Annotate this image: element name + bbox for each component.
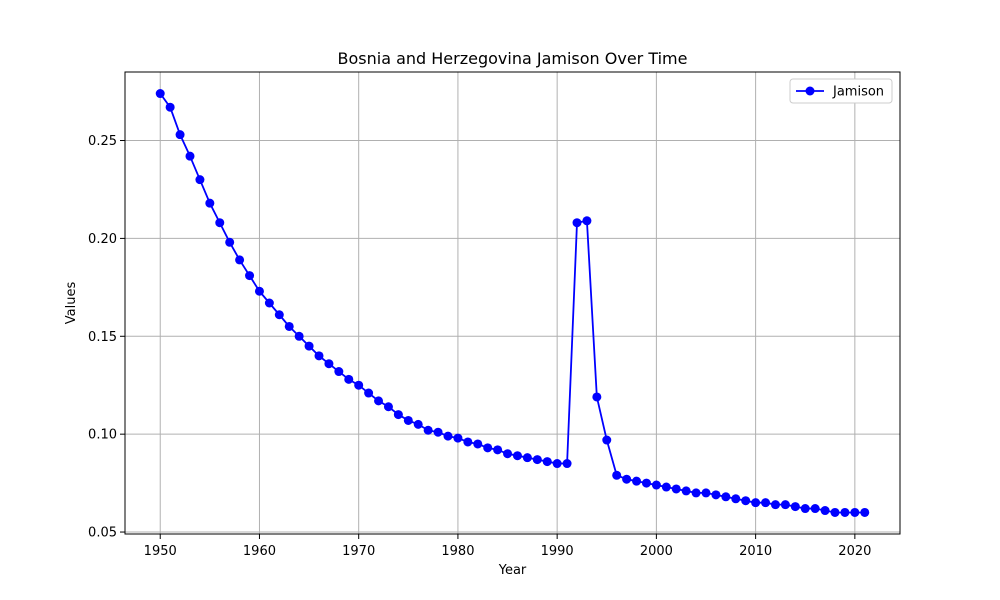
data-point — [790, 502, 800, 512]
data-point — [254, 286, 264, 296]
data-point — [245, 271, 255, 281]
data-point — [195, 175, 205, 185]
data-point — [443, 431, 453, 441]
data-point — [393, 410, 403, 420]
data-point — [582, 216, 592, 226]
data-point — [433, 427, 443, 437]
x-tick-label: 1990 — [541, 544, 574, 559]
x-axis-label: Year — [498, 563, 527, 578]
data-point — [671, 484, 681, 494]
data-point — [483, 443, 493, 453]
data-point — [403, 415, 413, 425]
data-point — [374, 396, 384, 406]
y-tick-label: 0.25 — [88, 134, 117, 149]
x-tick-label: 2000 — [640, 544, 673, 559]
x-tick-label: 1980 — [441, 544, 474, 559]
data-point — [364, 388, 374, 398]
data-point — [751, 498, 761, 508]
data-point — [810, 504, 820, 514]
y-tick-label: 0.20 — [88, 232, 117, 247]
data-point — [592, 392, 602, 402]
legend-marker-swatch — [805, 86, 815, 96]
data-point — [681, 486, 691, 496]
data-point — [721, 492, 731, 502]
y-tick-label: 0.15 — [88, 330, 117, 345]
data-point — [820, 506, 830, 516]
legend-box — [789, 78, 893, 104]
y-tick-label: 0.10 — [88, 428, 117, 443]
x-tick-label: 1970 — [342, 544, 375, 559]
x-tick-label: 1950 — [144, 544, 177, 559]
data-point — [274, 310, 284, 320]
data-point — [235, 255, 245, 265]
data-point — [840, 507, 850, 517]
data-point — [612, 470, 622, 480]
data-point — [423, 425, 433, 435]
x-tick-label: 2020 — [838, 544, 871, 559]
data-point — [701, 488, 711, 498]
data-point — [622, 474, 632, 484]
legend: Jamison — [789, 78, 893, 104]
data-point — [225, 237, 235, 247]
legend-label: Jamison — [832, 85, 884, 100]
data-point — [552, 459, 562, 469]
data-point — [602, 435, 612, 445]
y-tick-label: 0.05 — [88, 526, 117, 541]
data-point — [155, 89, 165, 99]
data-point — [264, 298, 274, 308]
data-point — [453, 433, 463, 443]
data-point — [344, 374, 354, 384]
data-point — [641, 478, 651, 488]
data-point — [532, 455, 542, 465]
tick-layer: 1950 1960 1970 1980 1990 2000 2010 2020 0.05 0.10… — [88, 134, 871, 559]
data-point — [175, 130, 185, 140]
data-point — [572, 218, 582, 228]
data-point — [383, 402, 393, 412]
data-point — [632, 476, 642, 486]
data-point — [463, 437, 473, 447]
data-point — [770, 500, 780, 510]
data-point — [850, 507, 860, 517]
x-tick-label: 2010 — [739, 544, 772, 559]
data-point — [334, 367, 344, 377]
chart-title: Bosnia and Herzegovina Jamison Over Time — [338, 49, 688, 68]
data-point — [354, 380, 364, 390]
grid-layer — [125, 72, 900, 534]
data-point — [512, 451, 522, 461]
data-point — [860, 507, 870, 517]
data-point — [314, 351, 324, 361]
x-tick-label: 1960 — [243, 544, 276, 559]
data-point — [205, 198, 215, 208]
plot-frame — [124, 71, 901, 535]
data-point — [741, 496, 751, 506]
data-point — [294, 331, 304, 341]
data-point — [413, 419, 423, 429]
data-point — [661, 482, 671, 492]
data-point — [503, 449, 513, 459]
data-point — [284, 321, 294, 331]
data-point — [830, 507, 840, 517]
data-point — [324, 359, 334, 369]
data-point — [800, 504, 810, 514]
data-point — [731, 494, 741, 504]
series-layer — [155, 89, 870, 517]
data-point — [780, 500, 790, 510]
data-point — [493, 445, 503, 455]
data-point — [691, 488, 701, 498]
data-point — [761, 498, 771, 508]
data-point — [542, 457, 552, 467]
data-point — [165, 102, 175, 112]
data-point — [522, 453, 532, 463]
data-point — [562, 459, 572, 469]
data-point — [473, 439, 483, 449]
data-point — [711, 490, 721, 500]
data-point — [185, 151, 195, 161]
y-axis-label: Values — [64, 282, 79, 325]
data-point — [304, 341, 314, 351]
data-point — [651, 480, 661, 490]
data-point — [215, 218, 225, 228]
